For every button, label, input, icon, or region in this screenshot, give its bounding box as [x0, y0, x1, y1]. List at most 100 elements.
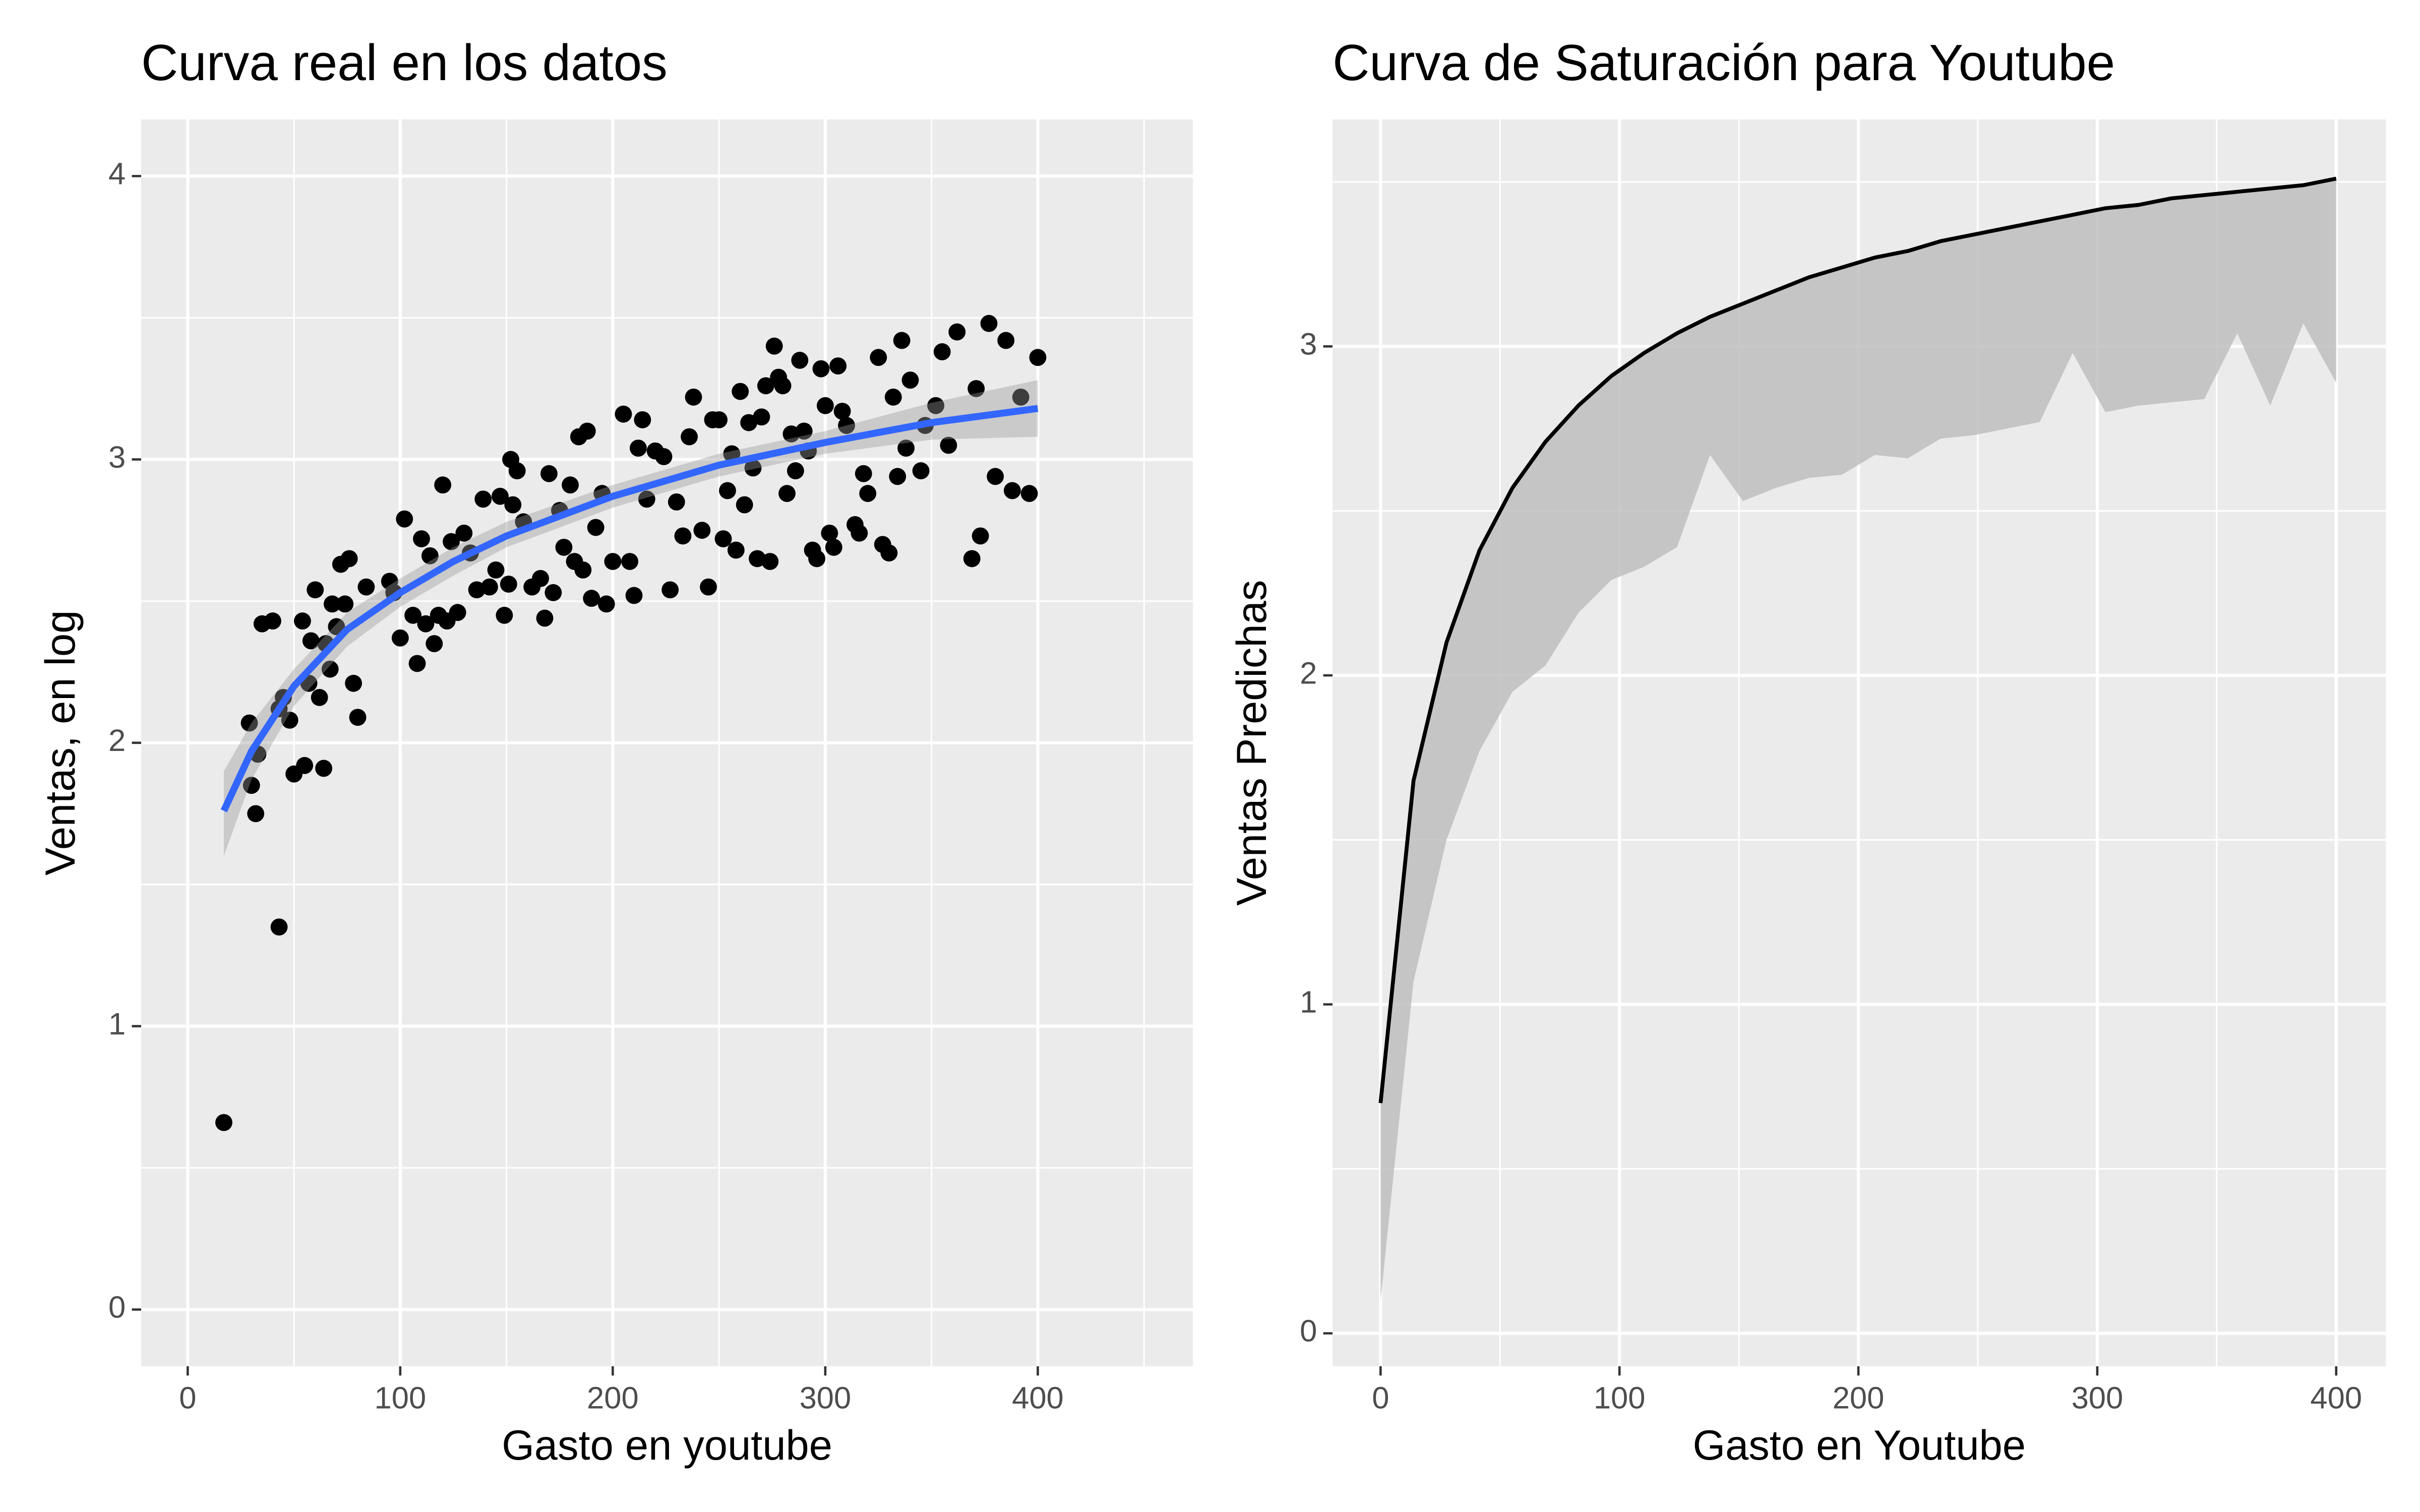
- data-point: [757, 377, 774, 395]
- data-point: [765, 337, 783, 355]
- data-point: [668, 493, 685, 511]
- data-point: [1012, 388, 1030, 406]
- data-point: [391, 629, 409, 647]
- data-point: [927, 397, 945, 414]
- x-tick-label: 0: [179, 1381, 196, 1416]
- data-point: [821, 524, 838, 542]
- confidence-band: [223, 380, 1038, 856]
- data-point: [536, 609, 554, 627]
- data-point: [740, 414, 758, 431]
- data-point: [426, 635, 443, 652]
- data-point: [604, 553, 622, 570]
- x-tick-label: 300: [800, 1381, 852, 1416]
- data-point: [736, 496, 753, 514]
- y-tick-label: 0: [1300, 1314, 1317, 1349]
- data-point: [587, 519, 604, 536]
- y-axis-title: Ventas, en log: [37, 610, 84, 875]
- data-point: [693, 522, 711, 539]
- fit-line: [220, 405, 1039, 812]
- data-point: [328, 618, 345, 636]
- x-tick-label: 400: [2310, 1381, 2362, 1416]
- data-point: [504, 496, 522, 514]
- data-point: [963, 550, 981, 568]
- data-point: [714, 530, 732, 547]
- data-point: [727, 541, 745, 559]
- data-point: [449, 604, 466, 621]
- chart-title: Curva real en los datos: [141, 34, 668, 91]
- data-point: [408, 655, 426, 672]
- data-point: [480, 578, 498, 596]
- data-point: [897, 439, 915, 457]
- y-tick-label: 1: [108, 1006, 126, 1041]
- data-point: [349, 709, 367, 726]
- data-point: [215, 1114, 232, 1131]
- data-point: [345, 674, 362, 692]
- data-point: [893, 332, 911, 349]
- x-axis-title: Gasto en Youtube: [1692, 1422, 2025, 1469]
- data-point: [808, 550, 825, 568]
- data-point: [761, 553, 779, 570]
- data-point: [791, 351, 809, 369]
- data-point: [833, 403, 851, 420]
- y-tick-label: 0: [108, 1290, 126, 1325]
- data-point: [307, 581, 324, 599]
- data-point: [870, 349, 887, 366]
- data-point: [681, 428, 698, 446]
- x-tick-label: 200: [587, 1381, 639, 1416]
- data-point: [296, 757, 314, 774]
- data-point: [240, 714, 258, 732]
- y-tick-label: 2: [108, 723, 126, 758]
- data-point: [421, 547, 439, 564]
- data-point: [496, 606, 513, 624]
- confidence-band: [1380, 178, 2336, 1301]
- data-point: [583, 590, 600, 607]
- data-point: [972, 527, 989, 545]
- prediction-line: [1378, 176, 2337, 1103]
- data-point: [901, 371, 919, 389]
- data-point: [880, 544, 898, 562]
- data-point: [264, 612, 281, 630]
- data-point: [778, 485, 796, 502]
- data-point: [884, 388, 902, 406]
- data-point: [786, 462, 804, 480]
- data-point: [674, 527, 692, 545]
- data-point: [855, 465, 872, 482]
- data-point: [719, 482, 736, 499]
- data-point: [1020, 485, 1038, 502]
- data-point: [340, 550, 358, 568]
- data-point: [294, 612, 311, 630]
- data-point: [912, 462, 930, 480]
- y-axis-title: Ventas Predichas: [1228, 580, 1275, 906]
- data-point: [311, 688, 328, 706]
- data-point: [782, 425, 800, 443]
- data-point: [574, 561, 592, 579]
- data-point: [562, 476, 579, 494]
- chart-title: Curva de Saturación para Youtube: [1333, 34, 2115, 91]
- data-point: [812, 360, 830, 377]
- data-point: [829, 357, 847, 374]
- data-point: [655, 448, 673, 465]
- y-tick-label: 3: [108, 440, 126, 475]
- data-point: [859, 485, 877, 502]
- data-point: [749, 550, 766, 568]
- data-point: [630, 439, 647, 457]
- data-point: [474, 490, 492, 508]
- x-tick-label: 400: [1012, 1381, 1064, 1416]
- data-point: [625, 587, 643, 604]
- data-point: [413, 530, 430, 547]
- data-point: [555, 538, 573, 556]
- data-point: [661, 581, 679, 599]
- data-point: [315, 760, 333, 777]
- data-point: [987, 468, 1004, 485]
- data-point: [638, 490, 655, 508]
- data-point: [468, 581, 486, 599]
- chart-panel: 0 100 200 300 400 0 1 2 3 Curva de Saturación par…: [1228, 34, 2386, 1469]
- data-point: [744, 459, 762, 477]
- x-tick-label: 100: [375, 1381, 427, 1416]
- data-point: [940, 436, 957, 454]
- data-point: [270, 918, 288, 936]
- data-point: [980, 314, 998, 332]
- data-point: [948, 323, 966, 341]
